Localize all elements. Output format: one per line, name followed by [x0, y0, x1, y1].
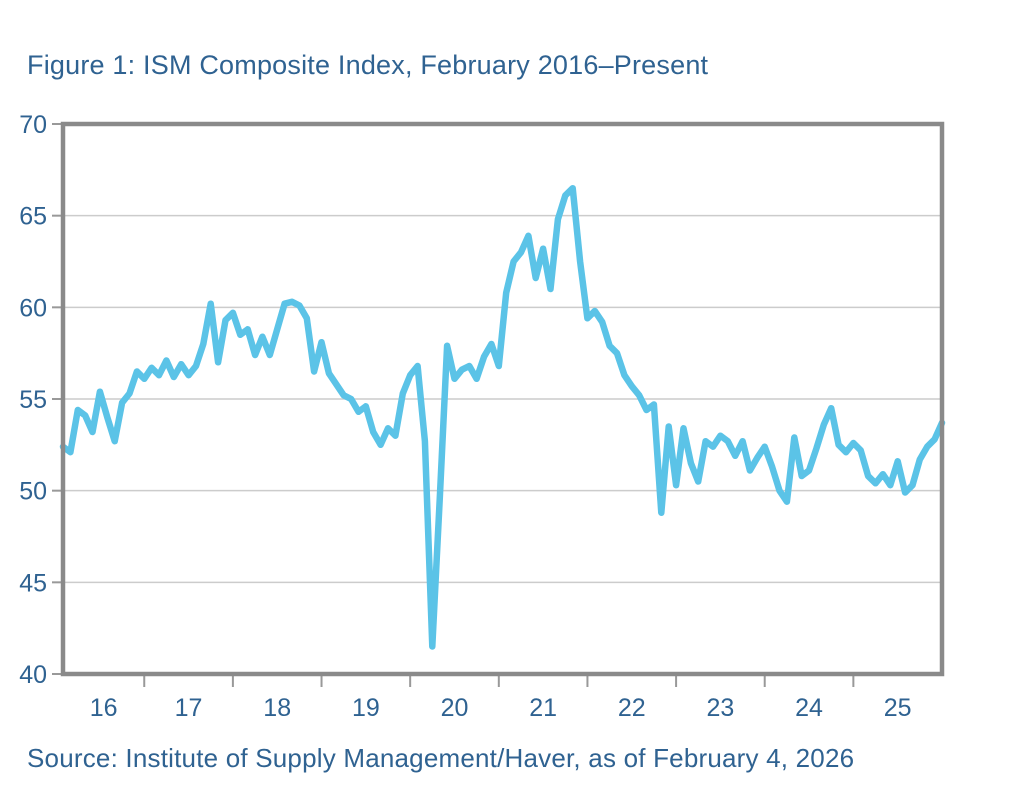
x-axis-label: 25 — [884, 694, 912, 722]
x-axis-label: 17 — [175, 694, 203, 722]
plot-frame — [60, 121, 945, 677]
y-axis-label: 50 — [19, 478, 47, 506]
x-axis-label: 24 — [795, 694, 823, 722]
y-axis-label: 70 — [19, 111, 47, 139]
x-axis-label: 16 — [90, 694, 118, 722]
y-axis-label: 60 — [19, 294, 47, 322]
x-axis-label: 21 — [529, 694, 557, 722]
x-axis-label: 22 — [618, 694, 646, 722]
y-axis-label: 55 — [19, 386, 47, 414]
data-line-ism-composite — [59, 184, 946, 650]
y-axis-label: 45 — [19, 569, 47, 597]
x-axis-label: 23 — [706, 694, 734, 722]
x-axis-label: 20 — [441, 694, 469, 722]
x-axis-label: 19 — [352, 694, 380, 722]
figure-source-note: Source: Institute of Supply Management/H… — [27, 743, 855, 773]
x-axis-label: 18 — [263, 694, 291, 722]
y-axis-label: 40 — [19, 661, 47, 689]
y-axis-label: 65 — [19, 203, 47, 231]
figure-title: Figure 1: ISM Composite Index, February … — [27, 50, 709, 80]
